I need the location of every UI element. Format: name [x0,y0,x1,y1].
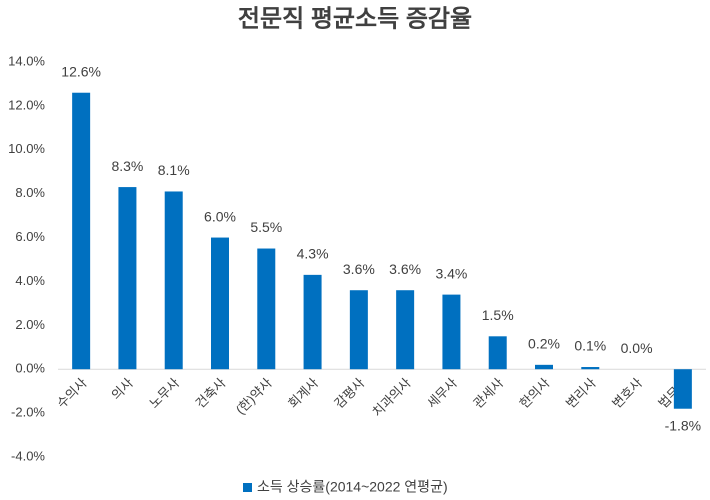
value-label: 3.6% [389,261,421,277]
x-tick-label: (한)약사 [233,375,275,417]
value-label: -1.8% [665,417,702,433]
bar [581,367,600,370]
value-label: 3.4% [435,265,467,281]
x-tick-label: 변호사 [609,375,645,411]
value-label: 5.5% [250,219,282,235]
x-tick-label: 건축사 [193,375,229,411]
x-tick-label: 회계사 [285,375,321,411]
value-label: 3.6% [343,261,375,277]
bar [442,294,461,370]
x-tick-label: 노무사 [146,375,182,411]
value-label: 12.6% [61,63,101,79]
value-label: 0.1% [574,338,606,354]
value-label: 8.1% [158,162,190,178]
y-tick-label: 10.0% [8,141,45,156]
value-label: 6.0% [204,208,236,224]
y-tick-label: 6.0% [15,229,45,244]
bar [535,364,553,370]
bar [72,92,91,370]
y-tick-label: 12.0% [8,97,45,112]
bar [211,237,229,370]
value-label: 0.0% [621,340,653,356]
value-label: 4.3% [297,246,329,262]
x-tick-label: 감평사 [331,375,367,411]
legend-label: 소득 상승률(2014~2022 연평균) [257,479,448,495]
x-tick-label: 세무사 [424,375,460,411]
y-tick-label: 0.0% [15,361,45,376]
bar [673,369,692,409]
x-tick-label: 수의사 [54,375,90,411]
y-tick-label: 4.0% [15,273,45,288]
y-tick-label: 2.0% [15,317,45,332]
value-label: 0.2% [528,336,560,352]
y-tick-label: 8.0% [15,185,45,200]
bar [396,290,415,370]
x-tick-label: 변리사 [563,375,599,411]
x-tick-label: 치과의사 [369,375,413,419]
y-tick-label: -4.0% [11,448,45,463]
bar [257,248,276,370]
y-tick-label: 14.0% [8,53,45,68]
x-tick-label: 의사 [108,375,136,403]
x-tick-label: 관세사 [470,375,506,411]
bar [164,191,183,370]
bar [303,274,322,370]
bar [488,336,507,370]
legend-swatch [243,483,252,492]
value-label: 1.5% [482,307,514,323]
bar [349,290,368,370]
chart-title: 전문직 평균소득 증감율 [238,5,472,32]
x-tick-label: 한의사 [517,375,553,411]
value-label: 8.3% [111,158,143,174]
y-tick-label: -2.0% [11,405,45,420]
bar [118,187,137,370]
